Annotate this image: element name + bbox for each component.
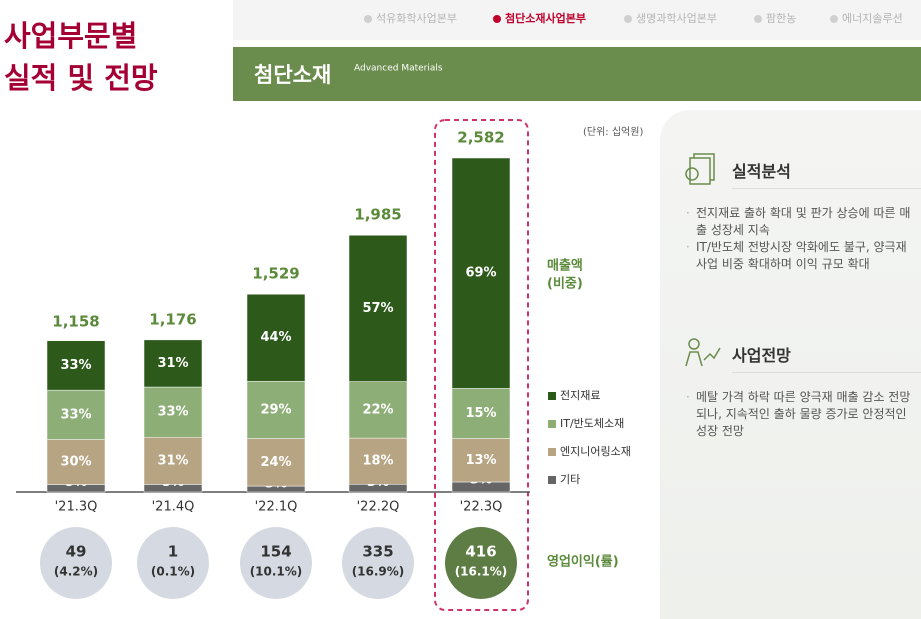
- segment-label: 57%: [362, 301, 393, 316]
- segment-label: 18%: [362, 454, 393, 469]
- profit-circle: [342, 527, 414, 599]
- nav-dot: [364, 15, 372, 23]
- bar-segment: [451, 438, 511, 483]
- x-tick-label: '22.3Q: [460, 500, 503, 515]
- bullet: IT/반도체 전방시장 악화에도 불구, 양극재 사업 비중 확대하며 이익 규…: [686, 239, 921, 273]
- profit-label: 영업이익(률): [547, 554, 619, 570]
- segment-label: 24%: [260, 455, 291, 470]
- total-label: 1,529: [252, 265, 299, 283]
- x-tick-label: '22.2Q: [357, 500, 400, 515]
- sales-label: 매출액: [547, 258, 583, 274]
- segment-label: 33%: [60, 407, 91, 422]
- analysis-panel: 실적분석 전지재료 출하 확대 및 판가 상승에 따른 매출 성장세 지속 IT…: [660, 110, 921, 619]
- legend-swatch: [548, 476, 556, 484]
- bar-segment: [46, 389, 106, 440]
- bar-segment: [246, 438, 306, 487]
- section-subtitle: Advanced Materials: [354, 64, 443, 74]
- legend-label: 기타: [560, 473, 580, 486]
- nav-item: 에너지솔루션: [842, 12, 903, 25]
- sales-label: (비중): [547, 277, 583, 292]
- section-title: 첨단소재: [254, 63, 331, 87]
- bar-segment: [46, 340, 106, 391]
- panel-section: 사업전망 메탈 가격 하락 따른 양극재 매출 감소 전망 되나, 지속적인 출…: [682, 338, 921, 440]
- profit-margin: (0.1%): [151, 565, 195, 579]
- profit-margin: (10.1%): [250, 565, 303, 579]
- profit-value: 49: [66, 543, 87, 561]
- bullet: 메탈 가격 하락 따른 양극재 매출 감소 전망 되나, 지속적인 출하 물량 …: [686, 389, 921, 440]
- segment-label: 15%: [465, 406, 496, 421]
- segment-label: 69%: [465, 266, 496, 281]
- profit-circle: [40, 527, 112, 599]
- legend-label: IT/반도체소재: [560, 417, 624, 430]
- page-title: 사업부문별: [4, 19, 137, 53]
- section-heading: 실적분석: [732, 158, 921, 189]
- page-title: 실적 및 전망: [4, 61, 158, 95]
- bullet: 전지재료 출하 확대 및 판가 상승에 따른 매출 성장세 지속: [686, 205, 921, 239]
- total-label: 1,176: [149, 310, 196, 328]
- bar-segment: [46, 439, 106, 485]
- x-tick-label: '22.1Q: [255, 500, 298, 515]
- legend-swatch: [548, 448, 556, 456]
- section-bar: [233, 47, 921, 101]
- segment-label: 31%: [157, 453, 188, 468]
- segment-label: 13%: [465, 453, 496, 468]
- legend-swatch: [548, 392, 556, 400]
- x-tick-label: '21.4Q: [152, 500, 195, 515]
- bar-segment: [451, 388, 511, 439]
- nav-dot: [493, 15, 501, 23]
- nav-item: 생명과학사업본부: [636, 12, 717, 25]
- bar-segment: [451, 157, 511, 389]
- nav-dot: [624, 15, 632, 23]
- profit-value: 335: [362, 543, 393, 561]
- profit-margin: (16.1%): [455, 565, 508, 579]
- total-label: 1,985: [354, 206, 401, 224]
- profit-value: 154: [260, 543, 291, 561]
- section-heading: 사업전망: [732, 342, 921, 373]
- bar-segment: [246, 293, 306, 382]
- segment-label: 30%: [60, 455, 91, 470]
- profit-value: 1: [168, 543, 178, 561]
- nav-dot: [754, 15, 762, 23]
- segment-label: 33%: [60, 358, 91, 373]
- profit-margin: (4.2%): [54, 565, 98, 579]
- profit-value: 416: [465, 543, 496, 561]
- nav-item: 첨단소재사업본부: [505, 11, 586, 25]
- icon: [685, 153, 715, 185]
- profit-circle: [137, 527, 209, 599]
- segment-label: 22%: [362, 402, 393, 417]
- total-label: 1,158: [52, 313, 99, 331]
- bar-segment: [246, 380, 306, 439]
- nav-item: 석유화학사업본부: [376, 12, 457, 25]
- segment-label: 33%: [157, 405, 188, 420]
- total-label: 2,582: [457, 129, 504, 147]
- nav-item: 팜한농: [766, 12, 796, 25]
- legend-label: 엔지니어링소재: [560, 445, 631, 458]
- segment-label: 29%: [260, 402, 291, 417]
- profit-circle: [445, 527, 517, 599]
- x-tick-label: '21.3Q: [55, 500, 98, 515]
- unit-note: (단위: 십억원): [583, 125, 643, 138]
- segment-label: 44%: [260, 330, 291, 345]
- legend-label: 전지재료: [560, 389, 600, 402]
- bar-segment: [143, 339, 203, 388]
- profit-circle: [240, 527, 312, 599]
- segment-label: 31%: [157, 356, 188, 371]
- nav-dot: [830, 15, 838, 23]
- icon: [685, 338, 721, 367]
- profit-margin: (16.9%): [352, 565, 405, 579]
- bar-segment: [143, 386, 203, 438]
- bar-segment: [348, 437, 408, 485]
- bar-segment: [348, 234, 408, 382]
- nav-bar: [233, 0, 921, 40]
- legend-swatch: [548, 420, 556, 428]
- panel-section: 실적분석 전지재료 출하 확대 및 판가 상승에 따른 매출 성장세 지속 IT…: [682, 153, 921, 273]
- highlight-box: [434, 119, 529, 611]
